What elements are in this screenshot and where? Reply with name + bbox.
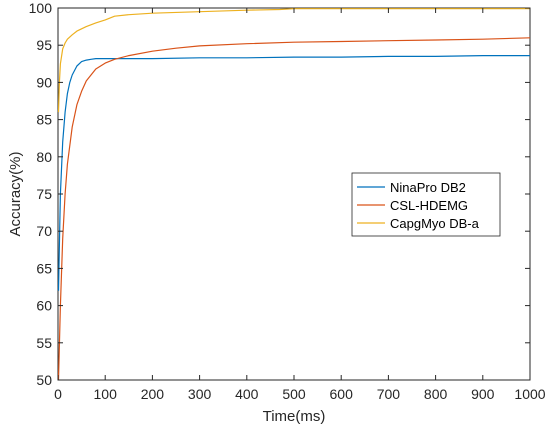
series-line-capgmyo-db-a xyxy=(57,8,530,113)
y-tick-label: 60 xyxy=(36,298,52,314)
series-layer xyxy=(57,8,531,381)
x-tick-label: 200 xyxy=(141,386,165,402)
series-line-ninapro-db2 xyxy=(57,54,530,291)
x-tick-label: 700 xyxy=(377,386,401,402)
legend-label: CSL-HDEMG xyxy=(390,198,468,213)
y-tick-label: 75 xyxy=(36,186,52,202)
y-tick-label: 100 xyxy=(29,0,53,16)
x-tick-label: 100 xyxy=(94,386,118,402)
y-tick-label: 50 xyxy=(36,372,52,388)
legend: NinaPro DB2 CSL-HDEMG CapgMyo DB-a xyxy=(351,172,501,237)
y-tick-label: 95 xyxy=(36,37,52,53)
legend-label: CapgMyo DB-a xyxy=(390,216,480,231)
y-tick-label: 85 xyxy=(36,112,52,128)
x-tick-label: 300 xyxy=(188,386,212,402)
x-tick-label: 800 xyxy=(424,386,448,402)
y-tick-label: 70 xyxy=(36,223,52,239)
y-tick-label: 55 xyxy=(36,335,52,351)
x-tick-label: 1000 xyxy=(514,386,545,402)
y-tick-label: 65 xyxy=(36,260,52,276)
x-tick-label: 400 xyxy=(235,386,259,402)
y-axis-label: Accuracy(%) xyxy=(7,151,24,236)
x-tick-label: 0 xyxy=(54,386,62,402)
series-line-csl-hdemg xyxy=(57,37,531,381)
y-tick-label: 80 xyxy=(36,149,52,165)
x-tick-label: 600 xyxy=(330,386,354,402)
x-tick-label: 900 xyxy=(471,386,495,402)
x-tick-label: 500 xyxy=(282,386,306,402)
ticks-layer: 0 100 200 300 400 500 600 700 800 900 1000 50 55 60 65… xyxy=(29,0,546,402)
x-axis-label: Time(ms) xyxy=(263,408,326,425)
legend-label: NinaPro DB2 xyxy=(390,180,466,195)
y-tick-label: 90 xyxy=(36,74,52,90)
